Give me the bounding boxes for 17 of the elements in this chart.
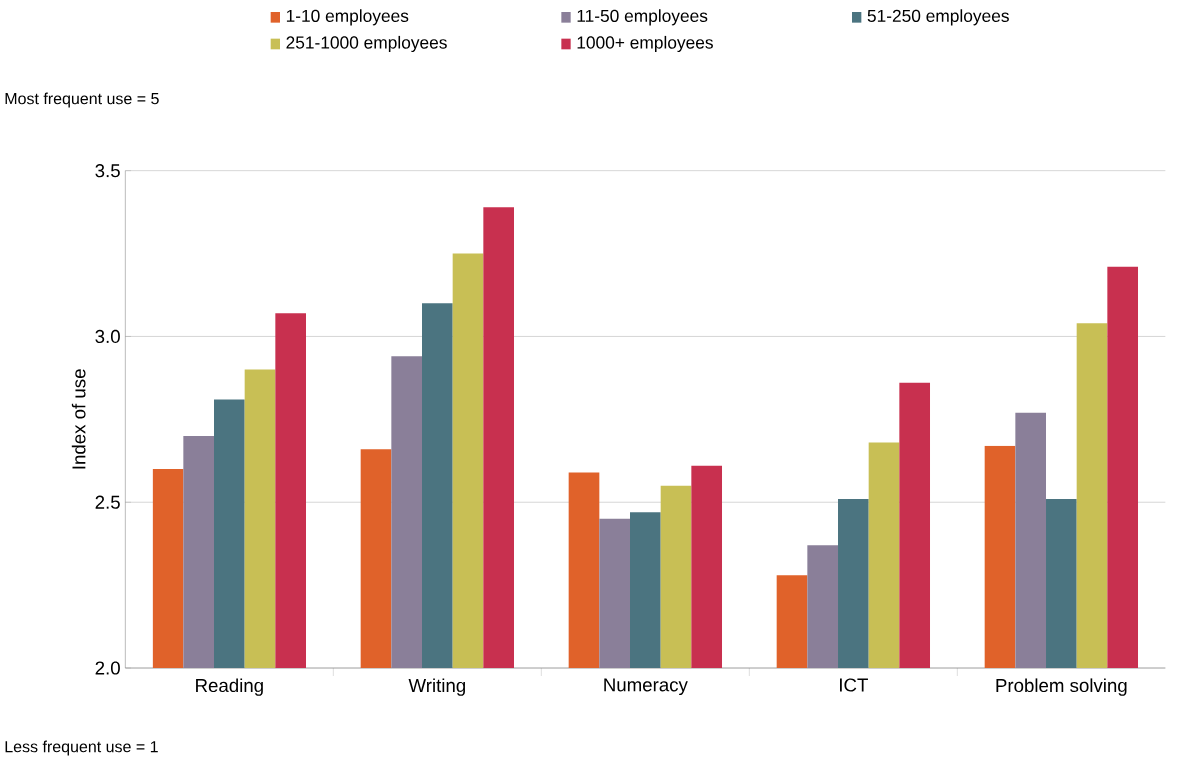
legend-label: 1000+ employees: [577, 35, 713, 53]
legend-label: 51-250 employees: [867, 9, 1009, 26]
x-tick-label: Problem solving: [996, 678, 1127, 696]
legend-label: 251-1000 employees: [286, 35, 447, 53]
x-tick-label: Writing: [408, 678, 466, 696]
x-tick-label: Reading: [196, 678, 263, 696]
legend-label: 11-50 employees: [577, 9, 708, 26]
y-tick-label: 3.5: [95, 164, 120, 178]
x-tick-label: Numeracy: [604, 678, 688, 696]
y-tick-label: 2.0: [95, 661, 120, 675]
text: Most frequent use = 5: [5, 92, 159, 108]
legend-label: 1-10 employees: [286, 9, 409, 26]
y-tick-label: 2.5: [95, 495, 120, 509]
text: Less frequent use = 1: [5, 740, 158, 756]
x-tick-label: ICT: [840, 678, 868, 692]
y-axis-title: Index of use: [71, 369, 86, 469]
y-tick-label: 3.0: [95, 329, 120, 344]
